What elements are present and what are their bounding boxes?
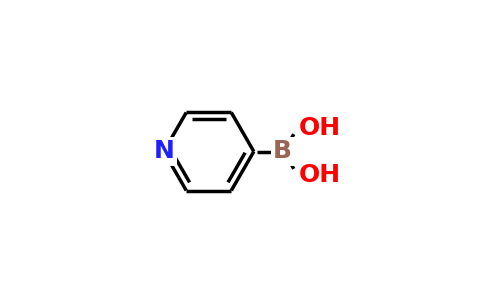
Text: B: B — [273, 140, 292, 164]
Text: OH: OH — [299, 163, 341, 187]
Text: OH: OH — [299, 116, 341, 140]
Text: N: N — [153, 140, 174, 164]
